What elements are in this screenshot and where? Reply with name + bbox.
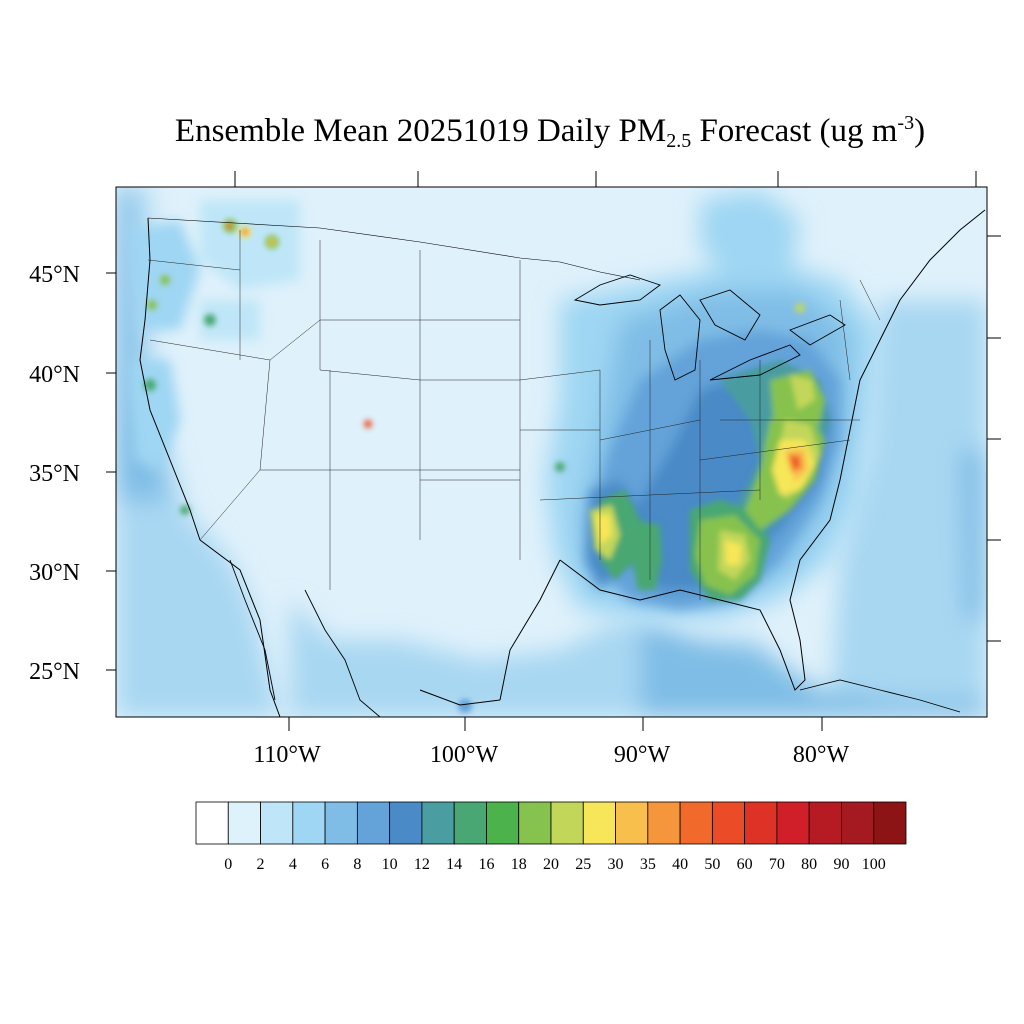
lat-label-30: 30°N: [29, 560, 80, 586]
lat-label-25: 25°N: [29, 659, 80, 685]
colorbar-label: 12: [414, 856, 430, 873]
colorbar-swatch: [711, 801, 746, 845]
colorbar-label: 2: [257, 856, 265, 873]
colorbar-swatch: [776, 801, 810, 845]
lat-label-35: 35°N: [29, 461, 80, 487]
colorbar-swatch: [841, 801, 875, 845]
colorbar-swatch: [227, 801, 261, 845]
colorbar-swatch: [260, 801, 294, 845]
map-outlines: [139, 209, 986, 717]
colorbar-label: 70: [769, 856, 785, 873]
latitude-labels: 45°N 40°N 35°N 30°N 25°N: [29, 262, 80, 685]
colorbar-label: 20: [543, 856, 559, 873]
colorbar-label: 40: [672, 856, 688, 873]
axis-ticks: [106, 171, 1001, 731]
us-coastline: [139, 209, 986, 717]
colorbar-swatch: [195, 801, 229, 845]
colorbar-label: 14: [446, 856, 462, 873]
colorbar-label: 4: [289, 856, 297, 873]
lon-label-110w: 110°W: [253, 742, 321, 768]
title-subscript: 2.5: [666, 130, 692, 152]
colorbar-swatch: [808, 801, 842, 845]
colorbar-label: 18: [511, 856, 527, 873]
colorbar-label: 0: [224, 856, 232, 873]
colorbar-label: 100: [862, 856, 886, 873]
colorbar-label: 90: [833, 856, 849, 873]
lon-label-80w: 80°W: [793, 742, 850, 768]
colorbar-label: 25: [575, 856, 591, 873]
colorbar-swatch: [292, 801, 326, 845]
colorbar-label: 80: [801, 856, 817, 873]
colorbar-swatch: [873, 801, 907, 845]
lat-label-45: 45°N: [29, 262, 80, 288]
colorbar-label: 10: [382, 856, 398, 873]
great-lakes: [573, 274, 846, 381]
map-title: Ensemble Mean 20251019 Daily PM2.5 Forec…: [174, 112, 926, 152]
concentration-field: [116, 187, 987, 717]
colorbar-swatch: [389, 801, 423, 845]
colorbar-swatch: [453, 801, 487, 845]
lon-label-90w: 90°W: [614, 742, 671, 768]
longitude-labels: 110°W 100°W 90°W 80°W: [253, 742, 849, 768]
colorbar-swatch: [421, 801, 455, 845]
colorbar: [195, 801, 907, 845]
colorbar-label: 60: [737, 856, 753, 873]
colorbar-swatch: [550, 801, 584, 845]
colorbar-swatch: [647, 801, 681, 845]
colorbar-label: 6: [321, 856, 329, 873]
colorbar-labels: 0 2 4 6 8 10 12 14 16 18 20 25 30 35 40 50 60 70 80 90 100: [224, 856, 885, 873]
cuba-outline: [799, 679, 961, 713]
colorbar-label: 30: [608, 856, 624, 873]
eastern-plume-high: [590, 360, 830, 600]
colorbar-label: 35: [640, 856, 656, 873]
canada-border: [147, 217, 641, 281]
title-superscript: -3: [897, 112, 915, 134]
colorbar-swatch: [615, 801, 649, 845]
mexico-coast: [229, 559, 381, 717]
colorbar-swatch: [582, 801, 616, 845]
state-borders: [147, 230, 881, 600]
colorbar-label: 16: [478, 856, 494, 873]
colorbar-swatch: [356, 801, 391, 845]
colorbar-label: 8: [353, 856, 361, 873]
lon-label-100w: 100°W: [430, 742, 499, 768]
lat-label-40: 40°N: [29, 362, 80, 388]
colorbar-swatch: [486, 801, 520, 845]
colorbar-label: 50: [704, 856, 720, 873]
colorbar-swatch: [744, 801, 778, 845]
colorbar-swatch: [324, 801, 358, 845]
fire-hotspots: [144, 219, 805, 713]
colorbar-swatch: [518, 801, 552, 845]
map-frame: [115, 186, 988, 718]
colorbar-swatch: [679, 801, 713, 845]
